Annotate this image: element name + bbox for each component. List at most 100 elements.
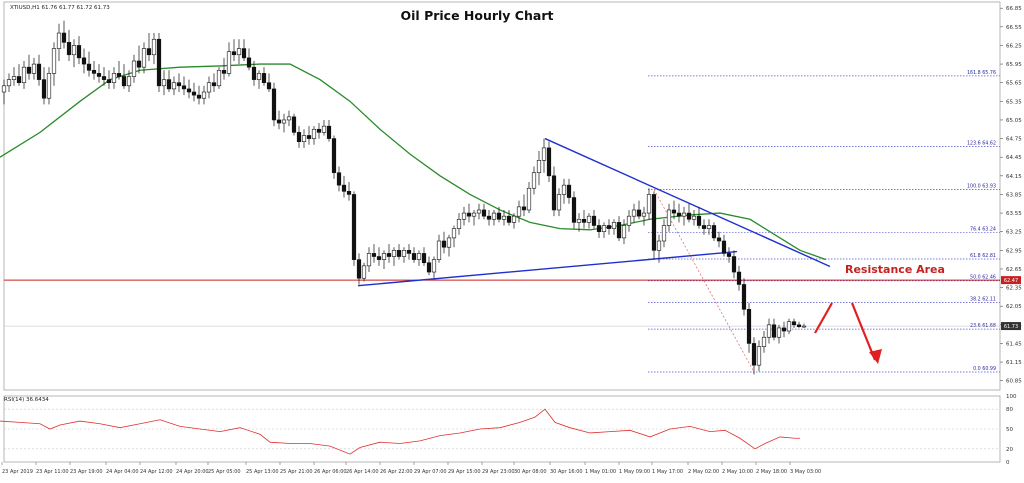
candle-body bbox=[61, 32, 67, 43]
candle-body bbox=[416, 253, 422, 260]
candle-body bbox=[531, 172, 537, 189]
x-tick-label: 23 Apr 2019 bbox=[2, 469, 33, 475]
candle-body bbox=[481, 209, 487, 217]
candle-body bbox=[156, 38, 162, 87]
candle-body bbox=[111, 73, 117, 84]
candle bbox=[116, 60, 122, 80]
candle-body bbox=[86, 63, 92, 71]
candle-body bbox=[381, 253, 387, 260]
candle-body bbox=[576, 218, 582, 223]
rsi-line bbox=[0, 408, 800, 455]
candle bbox=[446, 234, 452, 257]
price-tick-label: 62.05 bbox=[1006, 304, 1022, 310]
candle bbox=[531, 166, 537, 195]
candle-body bbox=[421, 253, 427, 264]
candle bbox=[666, 203, 672, 232]
candle bbox=[151, 33, 157, 65]
candle-body bbox=[456, 218, 462, 229]
candle bbox=[281, 113, 287, 133]
candle bbox=[696, 206, 702, 229]
candle-body bbox=[151, 38, 157, 56]
candle-body bbox=[356, 259, 362, 279]
candle-body bbox=[466, 212, 472, 217]
candle bbox=[651, 191, 657, 260]
candle bbox=[581, 209, 587, 229]
x-tick-label: 24 Apr 12:00 bbox=[140, 469, 173, 475]
candle-body bbox=[231, 51, 237, 56]
fib-level-label: 0.0 60.99 bbox=[973, 366, 996, 372]
candle-body bbox=[81, 57, 87, 65]
candle-body bbox=[761, 336, 767, 347]
candle-body bbox=[436, 240, 442, 260]
candle-body bbox=[461, 212, 467, 220]
candle-body bbox=[211, 82, 217, 87]
candle-body bbox=[741, 284, 747, 310]
resistance-area-label: Resistance Area bbox=[845, 263, 945, 276]
candle-body bbox=[46, 73, 52, 99]
candle bbox=[256, 70, 262, 89]
candle-body bbox=[106, 79, 112, 84]
candle bbox=[206, 76, 212, 99]
candle bbox=[681, 206, 687, 226]
x-tick-label: 25 Apr 13:00 bbox=[246, 469, 279, 475]
arrow-up bbox=[814, 302, 833, 334]
candle bbox=[291, 113, 297, 136]
candle bbox=[186, 79, 192, 99]
candle-body bbox=[451, 228, 457, 239]
candle-body bbox=[176, 82, 182, 87]
candle-body bbox=[401, 250, 407, 257]
candle bbox=[731, 250, 737, 279]
candle bbox=[336, 166, 342, 192]
candle-body bbox=[166, 79, 172, 90]
candle-body bbox=[606, 225, 612, 229]
candle bbox=[496, 206, 502, 223]
candle bbox=[546, 141, 552, 183]
x-tick-label: 23 Apr 19:00 bbox=[70, 469, 103, 475]
candle-body bbox=[646, 194, 652, 214]
candle-body bbox=[56, 32, 62, 49]
candle-body bbox=[766, 324, 772, 338]
candle-body bbox=[626, 215, 632, 226]
candle bbox=[96, 64, 102, 83]
candle-body bbox=[616, 222, 622, 239]
candle-body bbox=[376, 256, 382, 260]
candle-body bbox=[366, 253, 372, 267]
candle bbox=[801, 323, 807, 328]
candle-body bbox=[91, 69, 97, 74]
candle bbox=[166, 70, 172, 93]
fib-level-label: 61.8 62.81 bbox=[970, 253, 996, 259]
candle-body bbox=[181, 85, 187, 90]
candle bbox=[631, 203, 637, 223]
candle bbox=[411, 247, 417, 263]
candle-body bbox=[496, 212, 502, 220]
candle-body bbox=[671, 209, 677, 214]
candle-body bbox=[706, 225, 712, 229]
candle bbox=[31, 57, 37, 80]
candle-body bbox=[371, 253, 377, 257]
candle bbox=[556, 188, 562, 217]
support-trend-line bbox=[357, 250, 738, 287]
candle-body bbox=[31, 63, 37, 74]
moving-average-line bbox=[0, 63, 827, 261]
candle bbox=[476, 203, 482, 220]
candle bbox=[191, 82, 197, 102]
candle-body bbox=[541, 147, 547, 161]
price-tick-label: 64.15 bbox=[1006, 174, 1022, 180]
candle-body bbox=[516, 206, 522, 217]
candle bbox=[91, 60, 97, 80]
candle bbox=[571, 191, 577, 229]
candle bbox=[121, 64, 127, 89]
candle-body bbox=[786, 321, 792, 332]
candle bbox=[591, 209, 597, 229]
fib-level-label: 38.2 62.11 bbox=[970, 296, 996, 302]
candle bbox=[331, 135, 337, 179]
candle bbox=[701, 219, 707, 235]
price-tick-label: 66.25 bbox=[1006, 43, 1022, 49]
x-tick-label: 2 May 02:00 bbox=[688, 469, 719, 475]
candle bbox=[126, 70, 132, 93]
candle-body bbox=[791, 321, 797, 326]
candle-body bbox=[71, 45, 77, 56]
candle bbox=[356, 253, 362, 285]
price-tick-label: 65.35 bbox=[1006, 99, 1022, 105]
candle-body bbox=[171, 82, 177, 90]
